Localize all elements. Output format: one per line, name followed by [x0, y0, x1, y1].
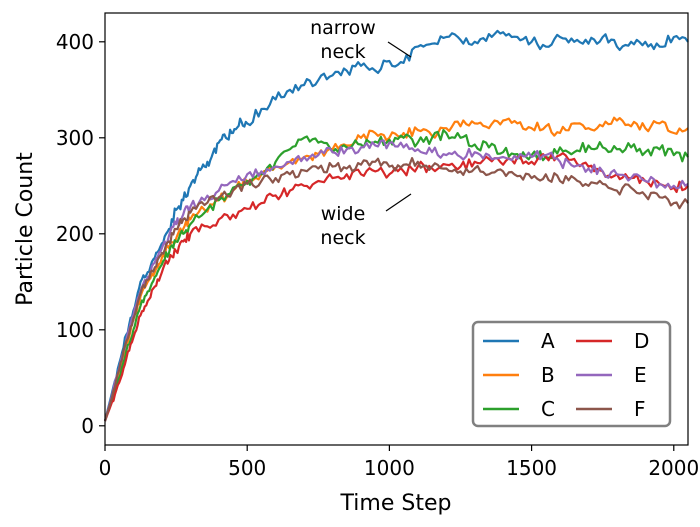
annotation-pointer: [385, 193, 412, 212]
legend-label-c: C: [541, 397, 555, 421]
series-line-c: [103, 129, 689, 422]
x-tick-label: 1000: [364, 456, 415, 480]
x-tick-label: 1500: [506, 456, 557, 480]
legend-label-b: B: [541, 363, 555, 387]
legend-label-a: A: [541, 329, 555, 353]
annotation-text: neck: [320, 41, 365, 63]
y-axis-label: Particle Count: [13, 152, 38, 306]
legend-label-e: E: [634, 363, 647, 387]
x-tick-label: 0: [99, 456, 112, 480]
series-layer: [103, 29, 689, 422]
legend-frame: [471, 320, 672, 428]
y-tick-label: 400: [56, 30, 94, 54]
y-tick-label: 300: [56, 126, 94, 150]
annotation-pointer: [387, 41, 412, 58]
legend-label-d: D: [634, 329, 649, 353]
series-line-f: [103, 157, 689, 422]
legend-label-f: F: [634, 397, 646, 421]
annotation-text: neck: [320, 227, 365, 249]
annotation-text: wide: [321, 203, 366, 225]
x-axis-label: Time Step: [340, 491, 452, 516]
series-line-a: [103, 29, 689, 422]
series-line-e: [103, 139, 689, 422]
x-tick-label: 2000: [648, 456, 699, 480]
x-axis: 0 500 1000 1500 2000: [99, 445, 699, 480]
y-tick-label: 200: [56, 222, 94, 246]
y-tick-label: 100: [56, 318, 94, 342]
legend: ABC DEF: [471, 320, 672, 428]
annotation-text: narrow: [310, 17, 376, 39]
y-tick-label: 0: [81, 414, 94, 438]
plot-frame: [104, 12, 689, 446]
y-axis: 0 100 200 300 400: [56, 30, 105, 438]
x-tick-label: 500: [228, 456, 266, 480]
